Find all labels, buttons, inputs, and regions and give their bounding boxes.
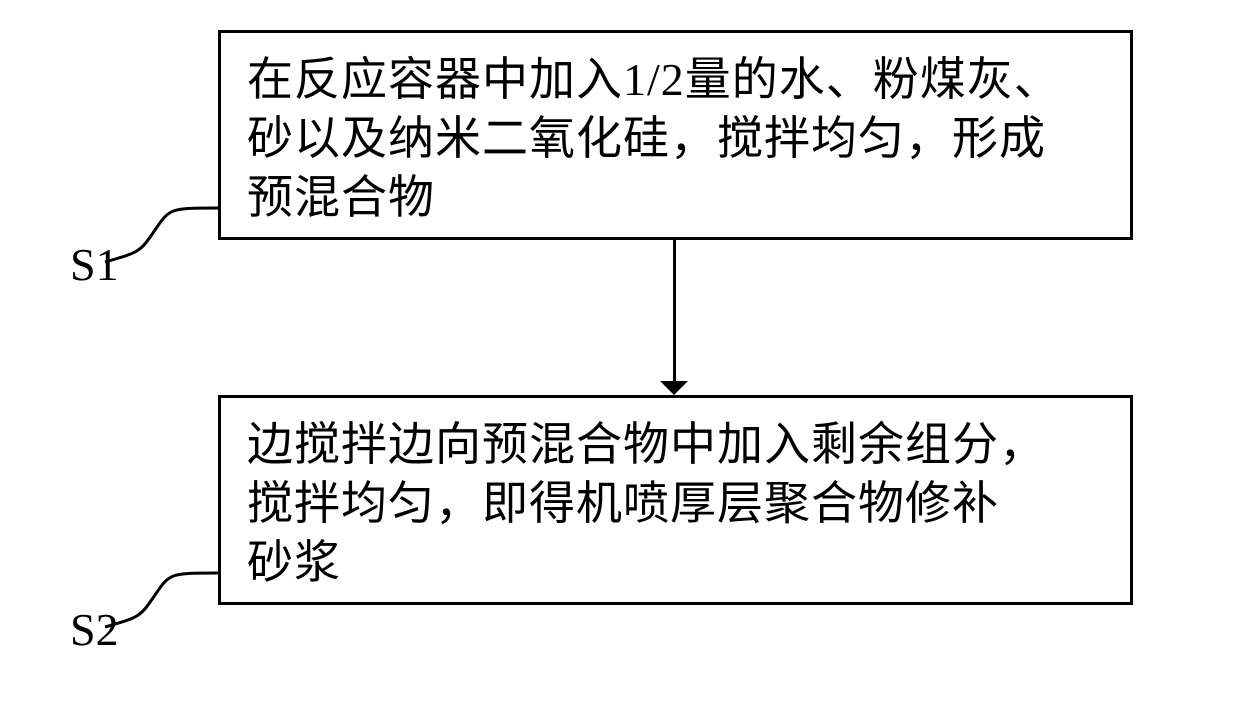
step-label-s1: S1 [70, 238, 119, 291]
label-curve-s2 [0, 0, 1240, 725]
flowchart-container: { "flowchart": { "type": "flowchart", "b… [0, 0, 1240, 725]
label-curve-s2-path [105, 573, 218, 627]
step-label-s2: S2 [70, 603, 119, 656]
